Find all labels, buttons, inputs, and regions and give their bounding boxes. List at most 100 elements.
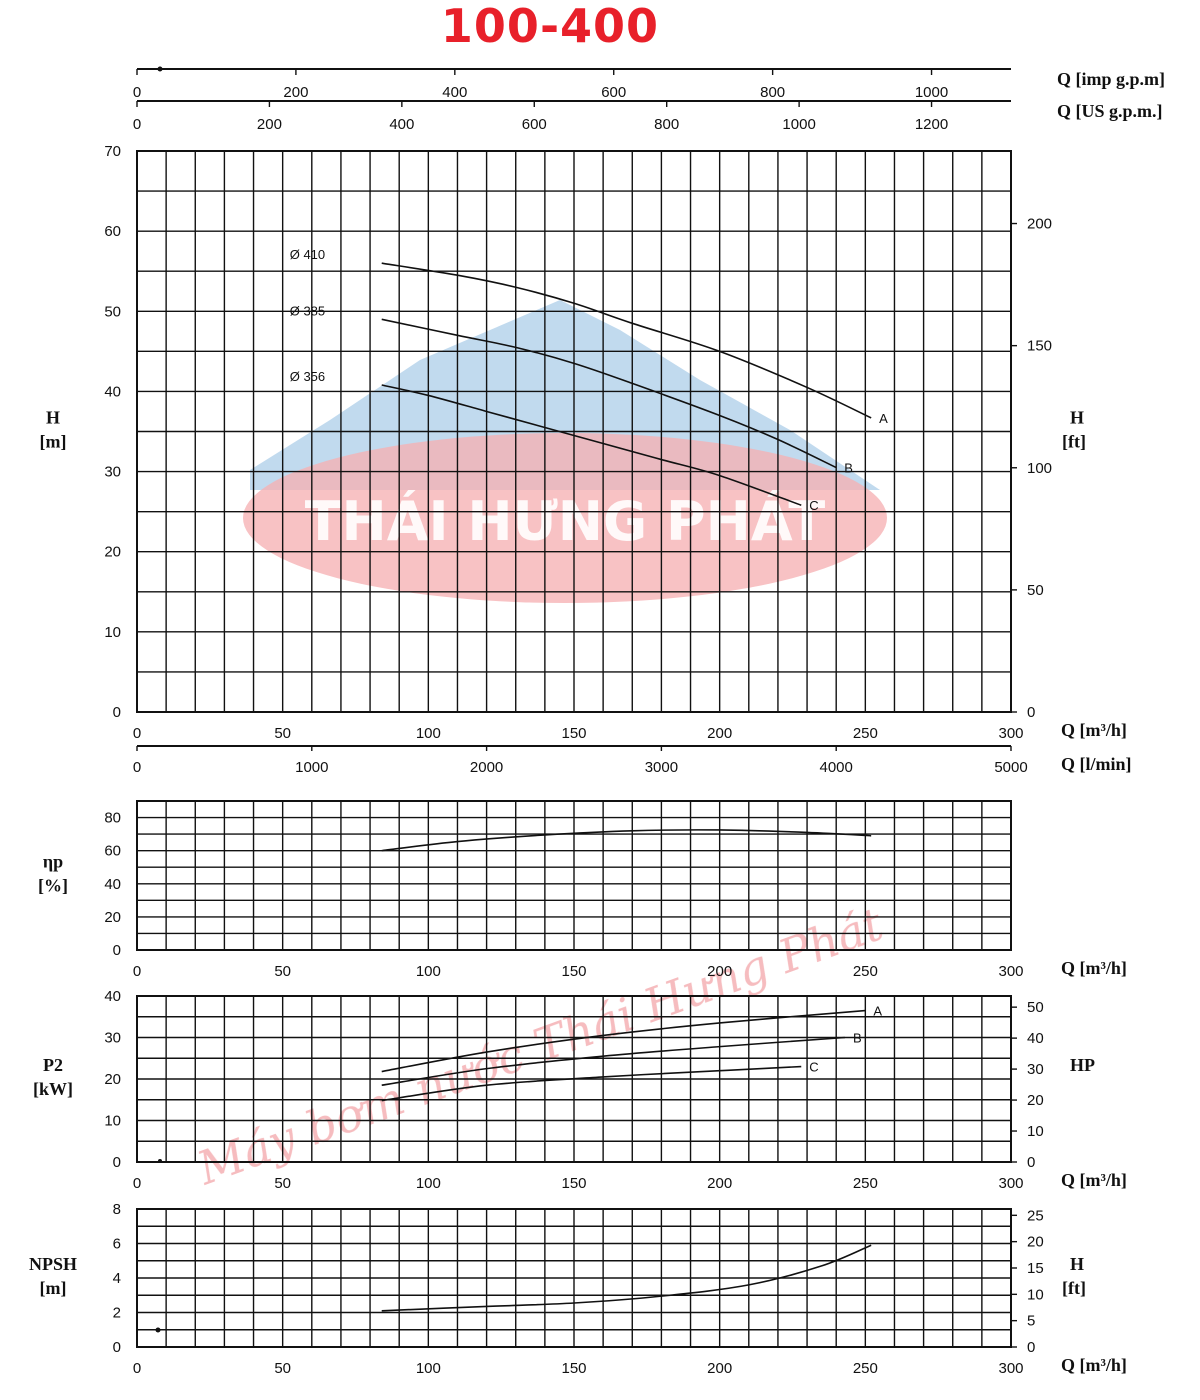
- series-end-label: C: [809, 498, 818, 513]
- chart-title: 100-400: [440, 0, 660, 53]
- series-curve-head-2: [381, 384, 802, 506]
- x-tick-label: 0: [133, 1360, 141, 1377]
- x-tick-label: 300: [998, 1360, 1023, 1377]
- watermark-diagonal-text: Máy bơm nước Thái Hưng Phát: [189, 897, 890, 1196]
- top-axis-tick-label: 600: [522, 116, 547, 133]
- y-tick-label: 2: [113, 1305, 121, 1322]
- y-tick-label: 10: [104, 1113, 121, 1130]
- y2-tick-label: 40: [1027, 1030, 1044, 1047]
- x-tick-label: 250: [853, 963, 878, 980]
- y-tick-label: 50: [104, 303, 121, 320]
- x-tick-label: 50: [274, 963, 291, 980]
- series-curve-head-0: [381, 262, 872, 419]
- top-axis-tick-label: 400: [389, 116, 414, 133]
- y-tick-label: 30: [104, 464, 121, 481]
- top-axis-tick-label: 1000: [782, 116, 815, 133]
- axis-dot: [157, 66, 163, 72]
- y-tick-label: 8: [113, 1201, 121, 1218]
- y2-axis-label-name: H: [1070, 1254, 1084, 1274]
- x-tick-label: 200: [707, 1175, 732, 1192]
- y-tick-label: 20: [104, 909, 121, 926]
- panel-power: 0 10 20 30 40 0 10 20 30 40 50 0 50 100 150 200 250 300 Q …: [33, 988, 1127, 1192]
- x-alt-tick-label: 0: [133, 759, 141, 776]
- top-axis-tick-label: 1000: [915, 84, 948, 101]
- x-alt-tick-label: 3000: [645, 759, 678, 776]
- watermark: THÁI HƯNG PHÁT Máy bơm nước Thái Hưng Phá…: [189, 300, 890, 1196]
- y2-tick-label: 100: [1027, 460, 1052, 477]
- y-tick-label: 4: [113, 1270, 121, 1287]
- top-axis-tick-label: 0: [133, 84, 141, 101]
- top-axis-label: Q [US g.p.m.]: [1057, 101, 1163, 121]
- x-tick-label: 150: [561, 963, 586, 980]
- series-name-label: Ø 356: [290, 369, 325, 384]
- logo-text: THÁI HƯNG PHÁT: [305, 490, 826, 553]
- x-tick-label: 250: [853, 1175, 878, 1192]
- series-name-label: Ø 410: [290, 247, 325, 262]
- series-curve-power-0: [381, 1009, 866, 1073]
- x-tick-label: 100: [416, 725, 441, 742]
- x-alt-tick-label: 1000: [295, 759, 328, 776]
- x-tick-label: 200: [707, 1360, 732, 1377]
- x-axis-label: Q [m³/h]: [1061, 1170, 1127, 1190]
- x-tick-label: 150: [561, 725, 586, 742]
- x-axis-label: Q [m³/h]: [1061, 958, 1127, 978]
- y-tick-label: 20: [104, 544, 121, 561]
- y2-tick-label: 0: [1027, 1154, 1035, 1171]
- y2-tick-label: 5: [1027, 1313, 1035, 1330]
- top-axis-us: 0 200 400 600 800 1000 1200 Q [US g.p.m.]: [133, 100, 1163, 133]
- top-axis-tick-label: 0: [133, 116, 141, 133]
- series-name-label: Ø 385: [290, 303, 325, 318]
- y-axis-label-unit: [kW]: [33, 1079, 73, 1099]
- x-axis-label: Q [m³/h]: [1061, 1355, 1127, 1375]
- x-tick-label: 250: [853, 1360, 878, 1377]
- x-tick-label: 0: [133, 1175, 141, 1192]
- top-axis-tick-label: 200: [257, 116, 282, 133]
- y-tick-label: 60: [104, 843, 121, 860]
- x-axis-label: Q [m³/h]: [1061, 720, 1127, 740]
- y2-tick-label: 20: [1027, 1234, 1044, 1251]
- y2-tick-label: 10: [1027, 1123, 1044, 1140]
- y-axis-label-unit: [m]: [40, 432, 67, 452]
- y-axis-label-unit: [%]: [38, 876, 68, 896]
- y2-tick-label: 200: [1027, 216, 1052, 233]
- top-axis-tick-label: 800: [654, 116, 679, 133]
- top-axis-tick-label: 1200: [915, 116, 948, 133]
- series-curve-power-2: [381, 1065, 802, 1102]
- y2-axis-label-name: HP: [1070, 1055, 1095, 1075]
- top-axis-tick-label: 800: [760, 84, 785, 101]
- y-tick-label: 6: [113, 1236, 121, 1253]
- series-end-label: A: [873, 1004, 882, 1019]
- y2-axis-label-name: H: [1070, 408, 1084, 428]
- x-tick-label: 100: [416, 963, 441, 980]
- series-curve-power-1: [381, 1036, 845, 1087]
- top-axis-tick-label: 400: [442, 84, 467, 101]
- x-tick-label: 200: [707, 963, 732, 980]
- series-end-label: B: [853, 1031, 862, 1046]
- y-tick-label: 10: [104, 624, 121, 641]
- series-end-label: C: [809, 1060, 818, 1075]
- series-end-label: A: [879, 411, 888, 426]
- y2-tick-label: 0: [1027, 1339, 1035, 1356]
- y-axis-label-name: ηp: [43, 852, 63, 872]
- logo-mountain: [250, 300, 880, 490]
- y2-tick-label: 15: [1027, 1260, 1044, 1277]
- y-tick-label: 40: [104, 988, 121, 1005]
- x-tick-label: 50: [274, 1175, 291, 1192]
- x-tick-label: 100: [416, 1175, 441, 1192]
- y-tick-label: 80: [104, 810, 121, 827]
- y-tick-label: 20: [104, 1071, 121, 1088]
- axis-dot: [158, 1159, 162, 1163]
- x-tick-label: 0: [133, 725, 141, 742]
- x-tick-label: 250: [853, 725, 878, 742]
- y2-tick-label: 25: [1027, 1207, 1044, 1224]
- series-curve-head-1: [381, 318, 837, 469]
- y-tick-label: 0: [113, 704, 121, 721]
- x-alt-tick-label: 2000: [470, 759, 503, 776]
- y2-axis-label-unit: [ft]: [1062, 432, 1086, 452]
- x-tick-label: 300: [998, 1175, 1023, 1192]
- y2-tick-label: 20: [1027, 1092, 1044, 1109]
- y-axis-label-name: H: [46, 408, 60, 428]
- x-tick-label: 50: [274, 725, 291, 742]
